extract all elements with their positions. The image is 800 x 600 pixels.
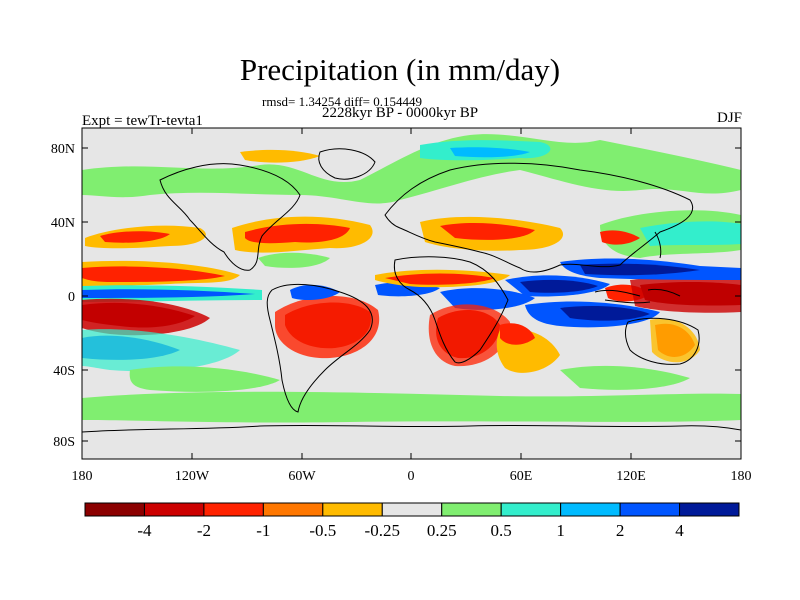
- lat-label: 40N: [51, 216, 75, 231]
- field-arctic-orange: [240, 149, 320, 163]
- field-io-darkblue-s: [560, 306, 650, 321]
- lat-labels: 80N 40N 0 40S 80S: [51, 142, 75, 450]
- season-label: DJF: [716, 110, 742, 126]
- coast-north-america: [159, 163, 301, 271]
- lon-label: 120W: [175, 469, 210, 484]
- lat-ticks: [82, 147, 741, 442]
- lon-labels: 180 120W 60W 0 60E 120E 180: [72, 469, 752, 484]
- lat-label: 80N: [51, 142, 75, 157]
- field-aus-orange: [650, 318, 700, 363]
- colorbar-swatch: [84, 502, 145, 517]
- colorbar-label: 0.25: [427, 521, 457, 540]
- field-arctic-green: [82, 134, 741, 204]
- colorbar-label: 1: [556, 521, 565, 540]
- map-field: [82, 128, 741, 459]
- field-eq-red-pac: [82, 266, 225, 282]
- colorbar-label: -1: [256, 521, 270, 540]
- colorbar-swatch: [381, 502, 443, 517]
- field-nh-red-left: [100, 231, 170, 243]
- field-africa-red-s2: [428, 304, 510, 367]
- lon-label: 60E: [510, 469, 533, 484]
- colorbar-label: -0.5: [309, 521, 336, 540]
- coast-africa: [393, 256, 509, 364]
- lon-label: 0: [408, 469, 415, 484]
- field-africa-red-n: [385, 273, 495, 285]
- colorbar-label: -4: [137, 521, 152, 540]
- colorbar-label: -0.25: [365, 521, 400, 540]
- field-nh-cyan-pac: [640, 221, 741, 246]
- lon-label: 120E: [616, 469, 646, 484]
- colorbar-label: 4: [675, 521, 684, 540]
- colorbar-swatch: [203, 502, 264, 517]
- field-sh-green-1: [129, 366, 280, 392]
- lon-label: 60W: [288, 469, 316, 484]
- lat-label: 40S: [53, 364, 75, 379]
- lon-ticks: [81, 128, 742, 459]
- field-io-darkblue: [520, 279, 598, 293]
- colorbar-label: 2: [616, 521, 625, 540]
- map-title: Precipitation (in mm/day): [239, 52, 561, 87]
- field-sh-green-3: [82, 391, 741, 423]
- coast-greenland: [318, 148, 376, 180]
- field-nh-green-atl: [258, 252, 330, 268]
- field-arctic-blue: [450, 147, 530, 158]
- period-text: 2228kyr BP - 0000kyr BP: [322, 105, 479, 121]
- lon-label: 180: [731, 469, 752, 484]
- colorbar-swatch: [262, 502, 324, 517]
- coast-japan: [654, 231, 662, 259]
- colorbar-swatch: [441, 502, 502, 517]
- coastlines: [82, 148, 741, 433]
- field-nh-red-asia: [440, 223, 535, 240]
- colorbar-swatch: [322, 502, 383, 517]
- lat-label: 0: [68, 290, 75, 305]
- lon-label: 180: [72, 469, 93, 484]
- field-wp-red: [630, 276, 741, 313]
- field-io-red: [500, 323, 535, 345]
- coast-eurasia: [384, 162, 693, 273]
- field-eq-blue-pac: [82, 289, 255, 298]
- colorbar-swatch: [143, 502, 205, 517]
- experiment-label: Expt = tewTr-tevta1: [82, 113, 203, 129]
- field-nh-red-japan: [600, 230, 640, 245]
- colorbar: -4 -2 -1 -0.5 -0.25 0.25 0.5 1 2 4: [84, 502, 740, 540]
- colorbar-label: 0.5: [491, 521, 512, 540]
- lat-label: 80S: [53, 435, 75, 450]
- stats-text: rmsd= 1.34254 diff= 0.154449: [262, 94, 422, 109]
- colorbar-swatch: [560, 502, 621, 517]
- field-sp-cyan: [82, 329, 240, 372]
- coast-antarctica: [82, 424, 741, 433]
- field-sh-green-2: [560, 365, 690, 390]
- coast-indonesia: [594, 289, 681, 304]
- field-sa-red: [275, 295, 380, 359]
- coast-south-america: [266, 283, 373, 413]
- field-nh-red-atl: [245, 223, 350, 244]
- coast-australia: [625, 317, 700, 365]
- colorbar-swatch: [679, 502, 740, 517]
- colorbar-swatch: [500, 502, 562, 517]
- field-eq-red-sp: [82, 298, 210, 336]
- colorbar-label: -2: [197, 521, 211, 540]
- colorbar-swatch: [619, 502, 681, 517]
